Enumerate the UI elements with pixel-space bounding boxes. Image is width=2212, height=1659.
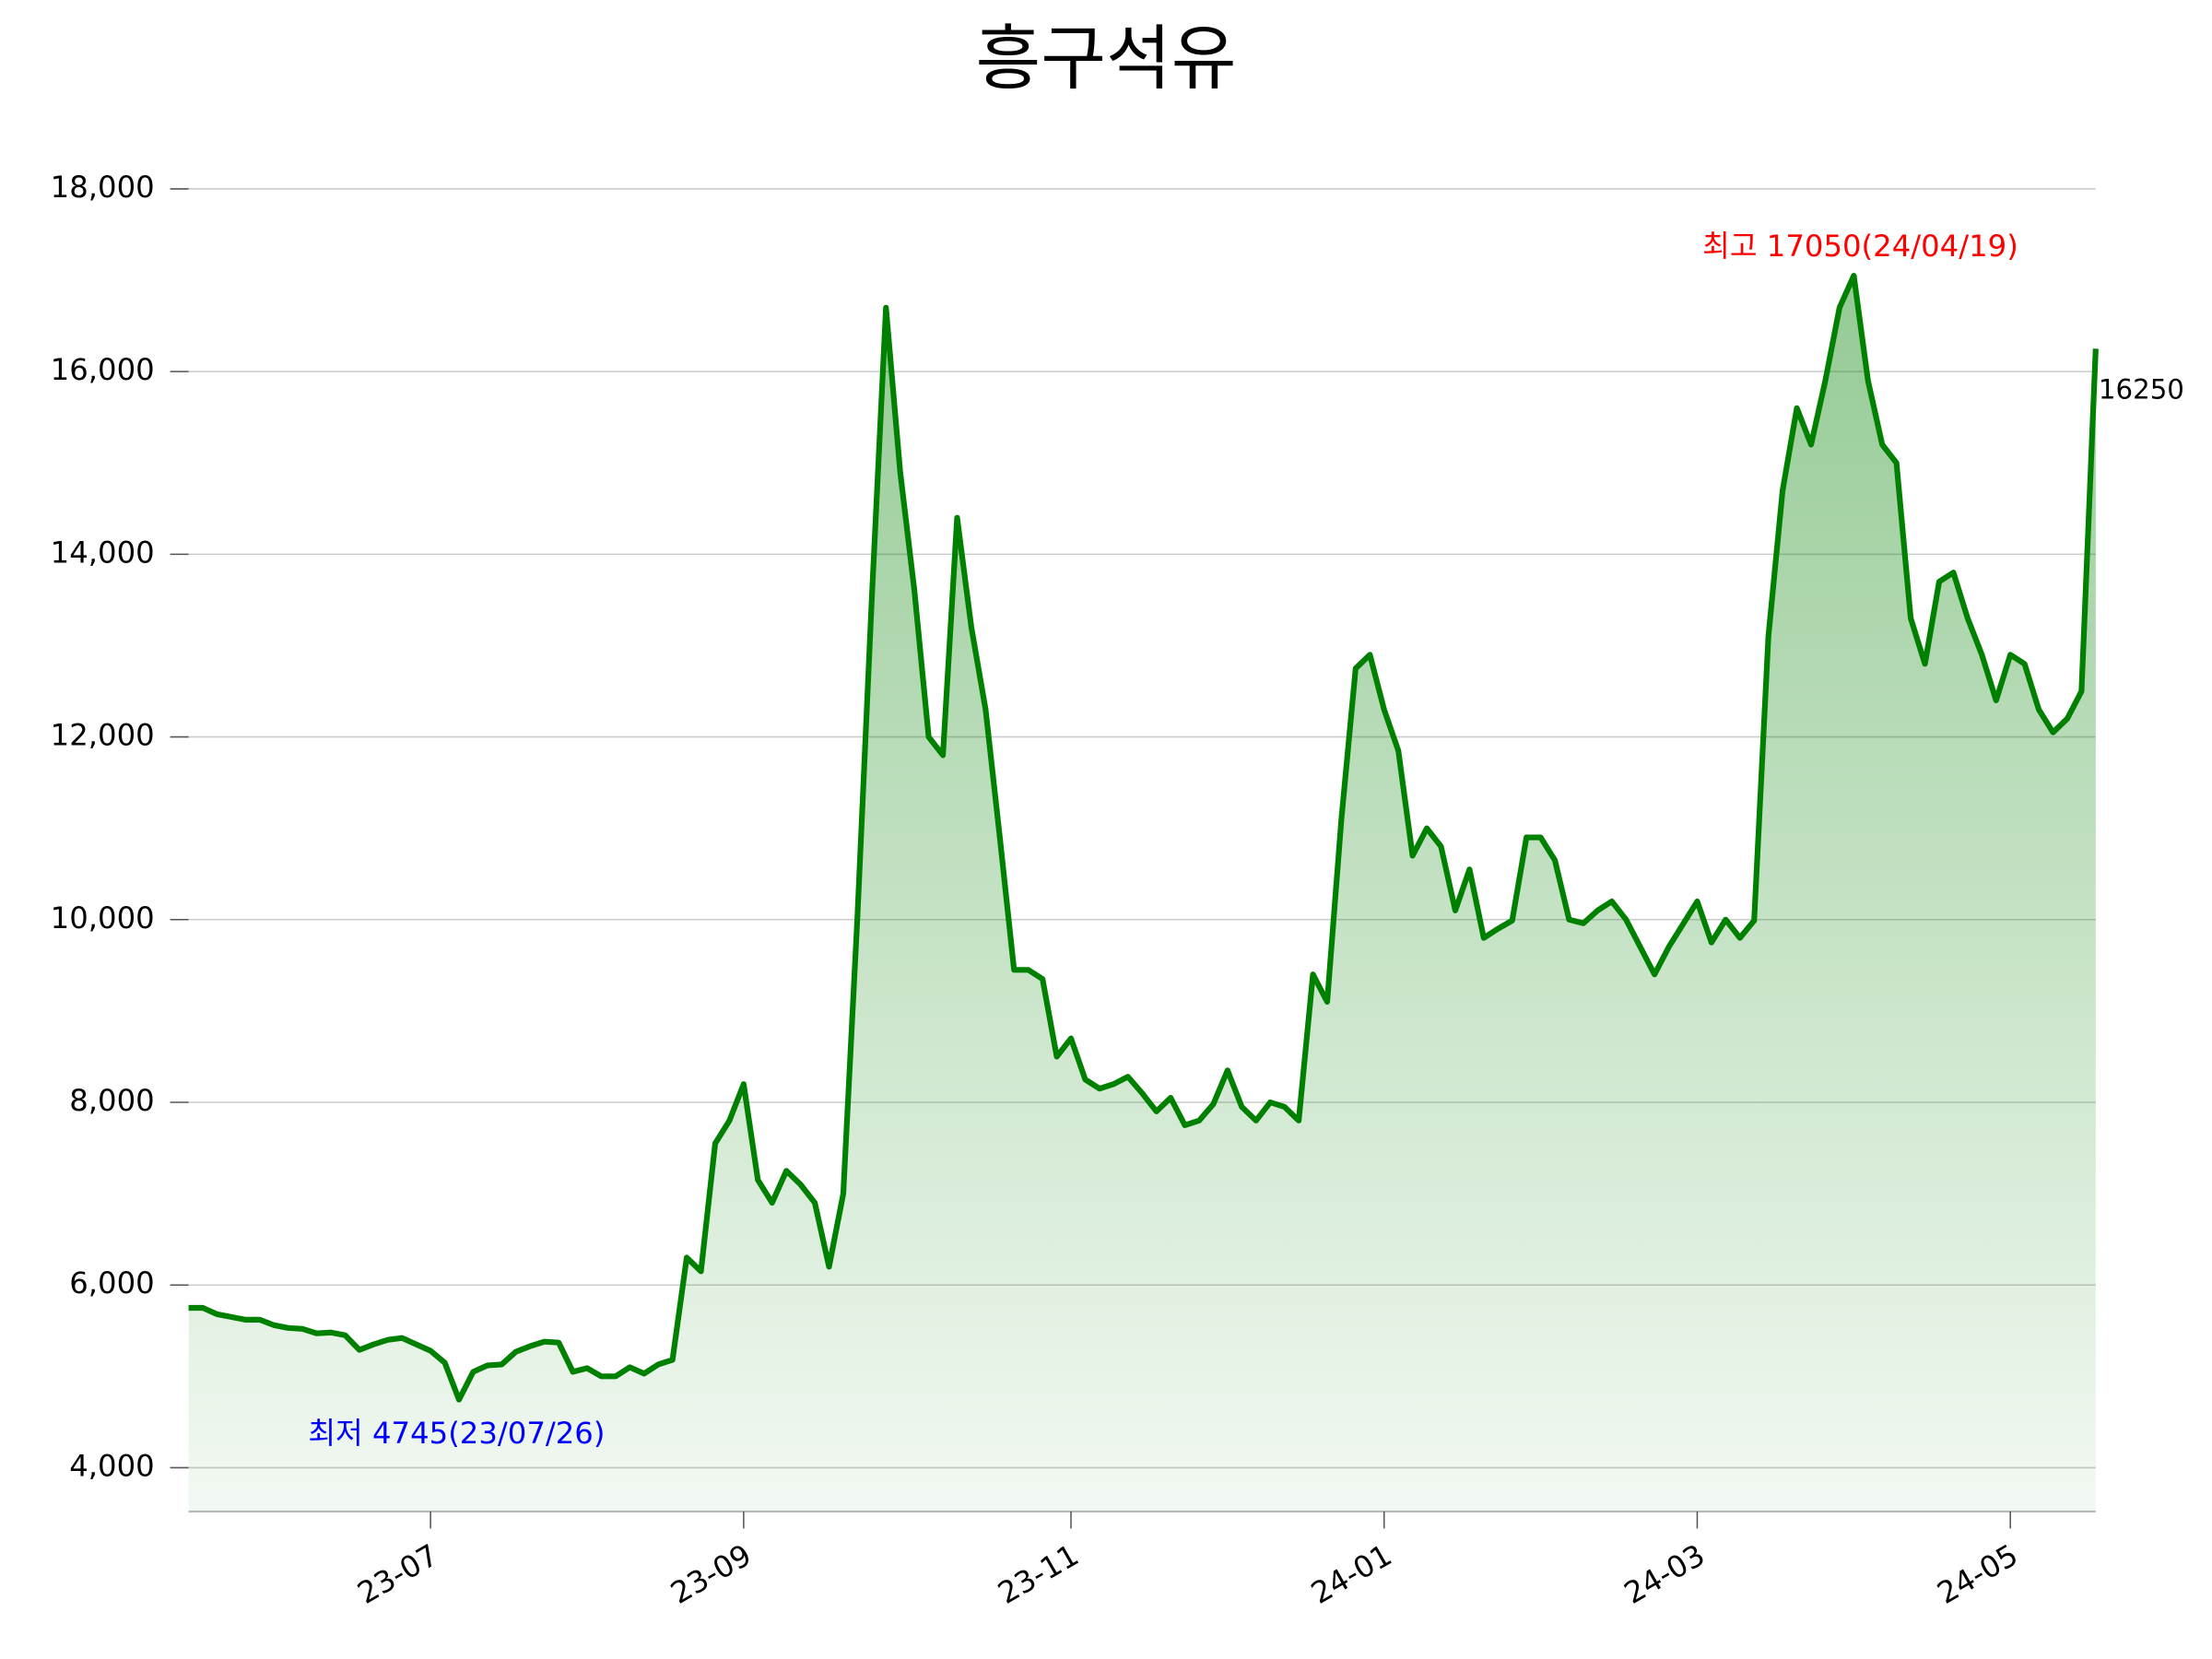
annotation: 최저 4745(23/07/26) [308,1416,605,1451]
y-tick-label: 12,000 [51,718,155,753]
y-tick-label: 16,000 [51,352,155,387]
chart-title: 흥구석유 [975,18,1236,100]
x-tick-label: 24-03 [1618,1537,1711,1611]
annotation: 최고 17050(24/04/19) [1702,229,2018,264]
y-tick-label: 8,000 [69,1083,154,1118]
x-tick-label: 24-01 [1305,1537,1397,1611]
last-value-label: 16250 [2099,374,2184,406]
area [188,276,2096,1512]
line [188,273,2099,1403]
x-tick-label: 23-09 [665,1537,757,1611]
y-tick-label: 18,000 [51,170,155,205]
y-tick-label: 4,000 [69,1448,154,1483]
y-tick-label: 14,000 [51,535,155,570]
y-tick-label: 6,000 [69,1265,154,1300]
x-tick-label: 23-07 [351,1537,443,1611]
x-tick-label: 23-11 [992,1537,1084,1611]
x-tick-label: 24-05 [1932,1537,2024,1611]
y-tick-label: 10,000 [51,900,155,935]
